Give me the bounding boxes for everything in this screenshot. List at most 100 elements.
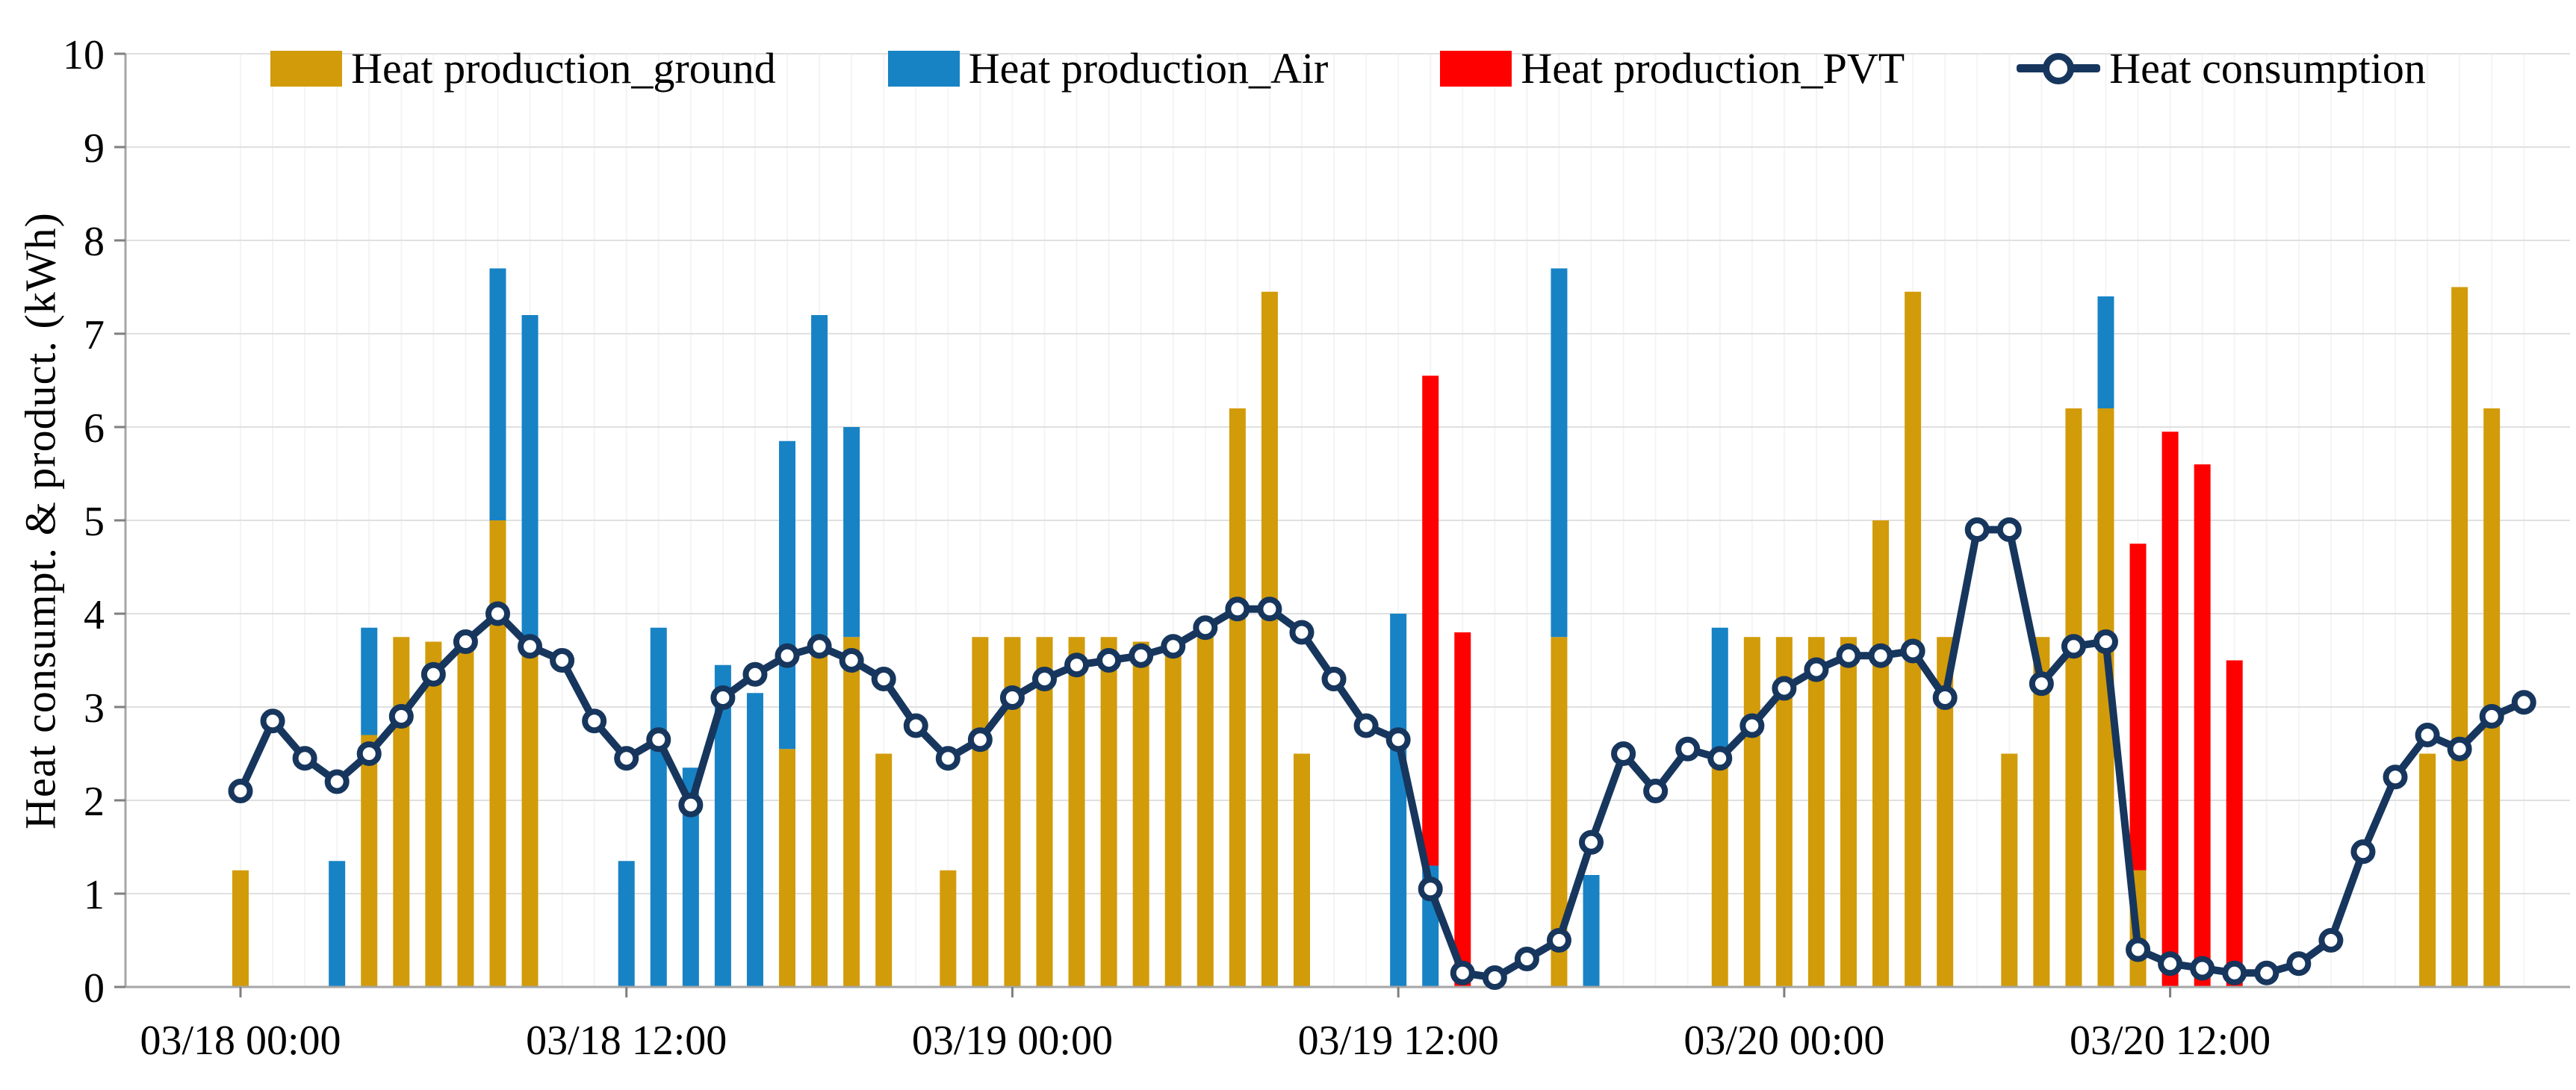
bar-ground	[843, 637, 860, 987]
legend-label: Heat consumption	[2109, 44, 2426, 93]
y-tick-label: 8	[84, 219, 105, 265]
consumption-marker	[1772, 676, 1797, 701]
consumption-marker	[453, 629, 478, 654]
y-tick-label: 9	[84, 125, 105, 172]
consumption-marker	[1579, 829, 1604, 855]
bar-air	[714, 664, 731, 987]
consumption-marker	[2286, 951, 2312, 977]
bar-ground	[1293, 753, 1310, 987]
bar-ground	[875, 753, 893, 987]
bar-ground	[1775, 637, 1793, 987]
bar-pvt	[2194, 464, 2211, 987]
y-tick-label: 7	[84, 312, 105, 358]
y-tick-label: 6	[84, 405, 105, 452]
consumption-marker	[2126, 937, 2151, 962]
bar-air	[329, 861, 346, 987]
consumption-marker	[1289, 620, 1315, 645]
bar-ground	[1261, 291, 1278, 987]
bar-ground	[1132, 641, 1149, 987]
consumption-line	[228, 517, 2536, 990]
axes	[114, 52, 2570, 997]
x-tick-label: 03/18 00:00	[140, 1018, 341, 1064]
consumption-marker	[485, 601, 510, 626]
consumption-marker	[967, 727, 993, 753]
consumption-marker	[550, 648, 575, 673]
bar-ground	[1743, 637, 1760, 987]
x-tick-label: 03/19 12:00	[1298, 1018, 1499, 1064]
bar-ground	[2065, 408, 2082, 987]
bar-ground	[811, 641, 828, 987]
y-tick-label: 4	[84, 592, 105, 638]
bar-ground	[1229, 408, 1246, 987]
consumption-marker	[2093, 629, 2118, 654]
legend-item-air: Heat production_Air	[887, 43, 1329, 93]
consumption-marker	[1804, 657, 1829, 682]
consumption-marker	[903, 713, 928, 738]
bar-ground	[489, 520, 506, 987]
bar-pvt	[1422, 376, 1439, 866]
consumption-marker	[2383, 764, 2408, 790]
bar-pvt	[1454, 632, 1471, 987]
bar-pvt	[2226, 660, 2243, 987]
y-tick-label: 0	[84, 965, 105, 1012]
consumption-marker	[1739, 713, 1765, 738]
x-tick-label: 03/20 00:00	[1683, 1018, 1884, 1064]
y-tick-label: 2	[84, 779, 105, 825]
x-tick-label: 03/20 12:00	[2070, 1018, 2271, 1064]
legend-label: Heat production_PVT	[1521, 44, 1905, 93]
bar-ground	[1068, 637, 1085, 987]
consumption-marker	[2061, 634, 2086, 659]
bar-ground	[457, 641, 474, 987]
y-tick-label: 5	[84, 499, 105, 545]
consumption-marker	[1964, 517, 1990, 542]
consumption-marker	[1514, 947, 1539, 971]
consumption-marker	[1900, 638, 1925, 664]
bar-ground	[779, 749, 796, 987]
bar-ground	[361, 735, 378, 987]
consumption-marker	[292, 746, 317, 771]
legend-label: Heat production_Air	[968, 44, 1329, 93]
bar-air	[521, 315, 539, 638]
consumption-marker	[1096, 648, 1122, 673]
consumption-marker	[807, 634, 832, 659]
consumption-marker	[1161, 634, 1186, 659]
bar-ground	[2419, 753, 2436, 987]
bar-ground	[393, 637, 410, 987]
consumption-marker	[1836, 643, 1861, 668]
consumption-marker	[646, 727, 671, 753]
bar-ground	[2451, 287, 2468, 987]
bar-ground	[425, 641, 442, 987]
consumption-marker	[742, 661, 768, 687]
consumption-marker	[1707, 746, 1733, 771]
consumption-marker	[614, 746, 639, 771]
bar-air	[489, 268, 506, 520]
bar-ground	[1197, 637, 1214, 987]
consumption-marker	[1996, 517, 2022, 542]
consumption-marker	[356, 741, 382, 766]
legend-label: Heat production_ground	[351, 44, 776, 93]
consumption-marker	[775, 643, 800, 668]
bar-ground	[1872, 520, 1890, 987]
pvt-swatch-icon	[1440, 50, 1512, 87]
bar-ground	[1807, 637, 1825, 987]
consumption-marker	[678, 792, 704, 818]
bar-ground	[1937, 637, 1954, 987]
bar-ground	[1551, 637, 1568, 987]
legend-item-consumption: Heat consumption	[2017, 43, 2426, 93]
bar-ground	[1004, 637, 1021, 987]
consumption-marker	[1353, 713, 1379, 738]
consumption-marker	[2222, 960, 2247, 985]
bar-ground	[2483, 408, 2501, 987]
consumption-marker	[582, 708, 607, 734]
consumption-marker	[999, 685, 1025, 710]
bar-air	[1551, 268, 1568, 638]
consumption-marker	[2350, 839, 2376, 865]
bar-ground	[2001, 753, 2018, 987]
consumption-marker	[324, 769, 350, 794]
consumption-marker	[710, 685, 736, 710]
consumption-marker	[1225, 597, 1250, 622]
consumption-marker	[260, 708, 285, 734]
bar-air	[746, 693, 763, 987]
consumption-marker	[2447, 736, 2472, 762]
